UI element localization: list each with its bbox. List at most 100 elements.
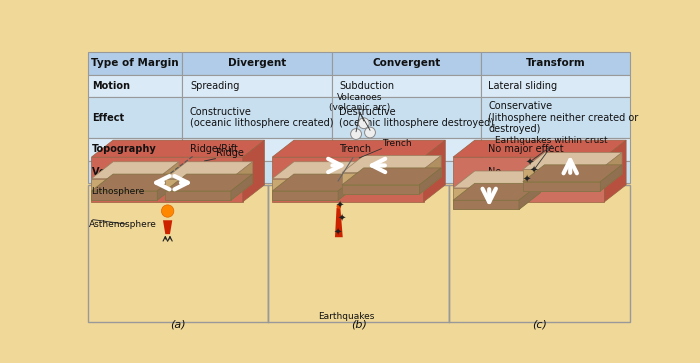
Polygon shape xyxy=(165,179,231,200)
Polygon shape xyxy=(342,156,441,172)
Bar xyxy=(481,52,630,74)
Text: Ridge: Ridge xyxy=(216,148,244,158)
Polygon shape xyxy=(453,183,540,200)
Text: Lateral sliding: Lateral sliding xyxy=(489,81,557,91)
Polygon shape xyxy=(165,191,231,200)
Polygon shape xyxy=(231,162,253,200)
Text: (b): (b) xyxy=(351,319,367,329)
Polygon shape xyxy=(453,200,519,209)
Bar xyxy=(88,138,183,161)
Text: (c): (c) xyxy=(532,319,547,329)
Text: ✦: ✦ xyxy=(525,158,533,167)
Polygon shape xyxy=(342,172,419,194)
Polygon shape xyxy=(158,162,179,200)
Text: ✦: ✦ xyxy=(334,228,342,238)
Polygon shape xyxy=(601,152,622,191)
Polygon shape xyxy=(272,157,424,202)
Bar xyxy=(332,97,481,138)
Circle shape xyxy=(358,118,369,129)
Polygon shape xyxy=(424,140,445,202)
Polygon shape xyxy=(523,170,601,191)
Text: Earthquakes: Earthquakes xyxy=(318,311,374,321)
Polygon shape xyxy=(338,174,360,200)
Bar xyxy=(449,185,630,322)
Text: Topography: Topography xyxy=(92,144,157,154)
Polygon shape xyxy=(335,208,343,237)
Polygon shape xyxy=(419,156,441,194)
Text: Trench: Trench xyxy=(382,139,412,148)
Text: Convergent: Convergent xyxy=(372,58,440,68)
Bar xyxy=(183,52,332,74)
Polygon shape xyxy=(92,157,243,202)
Polygon shape xyxy=(163,220,172,234)
Bar xyxy=(481,74,630,97)
Text: No major effect: No major effect xyxy=(489,144,564,154)
Polygon shape xyxy=(519,183,540,209)
Circle shape xyxy=(337,204,341,209)
Bar xyxy=(332,52,481,74)
Polygon shape xyxy=(158,174,179,200)
Polygon shape xyxy=(453,188,519,209)
Bar xyxy=(481,138,630,161)
Text: Motion: Motion xyxy=(92,81,130,91)
Text: Volcanic activity?: Volcanic activity? xyxy=(92,167,188,177)
Text: Effect: Effect xyxy=(92,113,125,123)
Text: Yes: Yes xyxy=(339,167,355,177)
Text: No: No xyxy=(489,167,501,177)
Bar xyxy=(332,161,481,183)
Bar xyxy=(88,74,183,97)
Circle shape xyxy=(365,127,375,138)
Polygon shape xyxy=(523,152,622,170)
Text: Divergent: Divergent xyxy=(228,58,286,68)
Polygon shape xyxy=(604,140,626,202)
Text: Subduction: Subduction xyxy=(339,81,394,91)
Polygon shape xyxy=(419,168,441,194)
Bar xyxy=(183,97,332,138)
Circle shape xyxy=(351,129,361,139)
Polygon shape xyxy=(272,179,338,200)
Polygon shape xyxy=(92,140,265,157)
Bar xyxy=(332,138,481,161)
Text: Conservative
(lithosphere neither created or
destroyed): Conservative (lithosphere neither create… xyxy=(489,101,638,134)
Bar xyxy=(481,161,630,183)
Bar xyxy=(332,74,481,97)
Polygon shape xyxy=(92,174,179,191)
Polygon shape xyxy=(272,174,360,191)
Text: Ridge/Rift: Ridge/Rift xyxy=(190,144,238,154)
Polygon shape xyxy=(342,185,419,194)
Bar xyxy=(88,161,183,183)
Polygon shape xyxy=(272,191,338,200)
Polygon shape xyxy=(272,140,445,157)
Text: Type of Margin: Type of Margin xyxy=(91,58,178,68)
Polygon shape xyxy=(601,165,622,191)
Bar xyxy=(183,161,332,183)
Text: Volcanoes
(volcanic arc): Volcanoes (volcanic arc) xyxy=(329,93,391,113)
Text: Asthenosphere: Asthenosphere xyxy=(89,220,157,229)
Polygon shape xyxy=(92,179,158,200)
Polygon shape xyxy=(92,191,158,200)
Bar xyxy=(88,52,183,74)
Bar xyxy=(268,185,449,322)
Text: Yes: Yes xyxy=(190,167,206,177)
Text: Spreading: Spreading xyxy=(190,81,239,91)
Text: Transform: Transform xyxy=(526,58,585,68)
Text: Earthquakes within crust: Earthquakes within crust xyxy=(496,136,608,145)
Text: ✦: ✦ xyxy=(530,165,538,175)
Text: Trench: Trench xyxy=(339,144,371,154)
Polygon shape xyxy=(453,171,540,188)
Polygon shape xyxy=(523,165,622,182)
Text: ✦: ✦ xyxy=(338,214,346,224)
Text: Constructive
(oceanic lithosphere created): Constructive (oceanic lithosphere create… xyxy=(190,107,333,129)
Polygon shape xyxy=(338,162,360,200)
Polygon shape xyxy=(342,168,441,185)
Polygon shape xyxy=(243,140,265,202)
Polygon shape xyxy=(453,140,626,157)
Text: ✦: ✦ xyxy=(335,201,344,211)
Text: Lithosphere: Lithosphere xyxy=(92,187,145,196)
Polygon shape xyxy=(523,182,601,191)
Polygon shape xyxy=(165,162,253,179)
Text: ✦: ✦ xyxy=(523,175,531,185)
Bar xyxy=(481,97,630,138)
Polygon shape xyxy=(272,162,360,179)
Polygon shape xyxy=(92,162,179,179)
